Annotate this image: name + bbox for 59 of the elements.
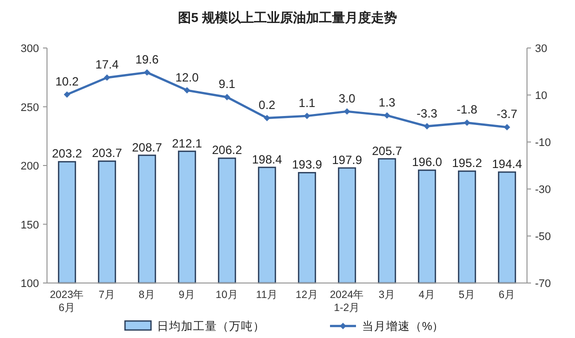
point <box>504 124 510 130</box>
y-tick-label: 150 <box>20 219 39 232</box>
y2-tick-label: -30 <box>535 184 551 196</box>
data-label: 194.4 <box>492 157 522 172</box>
x-tick-label: 5月 <box>458 289 476 301</box>
x-tick-label: 11月 <box>256 289 278 301</box>
data-label: 203.2 <box>52 146 82 161</box>
point <box>104 74 110 81</box>
data-label: 203.7 <box>92 146 122 160</box>
y2-tick-label: 10 <box>535 90 548 102</box>
x-tick-label: 7月 <box>98 289 116 301</box>
y-tick-label: 250 <box>20 102 39 114</box>
point <box>224 94 230 100</box>
data-label: 197.9 <box>332 152 362 167</box>
data-label: 205.7 <box>372 144 402 158</box>
data-label: 208.7 <box>132 140 162 154</box>
legend-label: 当月增速（%） <box>362 320 444 333</box>
data-label: 0.2 <box>258 98 276 112</box>
point <box>344 108 350 115</box>
data-label: 9.1 <box>218 77 236 92</box>
data-label: 193.9 <box>292 158 322 172</box>
data-label: -3.7 <box>496 107 518 122</box>
data-label: 17.4 <box>95 58 119 72</box>
point <box>264 114 270 122</box>
data-label: 206.2 <box>212 143 242 158</box>
x-tick-label: 2024年 1-2月 <box>330 289 364 314</box>
y2-tick-label: 30 <box>535 43 548 55</box>
data-label: 195.2 <box>452 156 482 170</box>
y-tick-label: 300 <box>20 43 39 55</box>
x-tick-label: 2023年 6月 <box>50 289 84 314</box>
data-label: 212.1 <box>172 136 202 150</box>
data-label: -3.3 <box>416 106 438 120</box>
data-label: 196.0 <box>412 155 442 170</box>
point <box>64 91 70 98</box>
x-tick-label: 6月 <box>498 289 516 301</box>
point <box>144 69 150 76</box>
y-tick-label: 100 <box>20 278 39 290</box>
x-tick-label: 12月 <box>296 289 318 301</box>
y2-tick-label: -50 <box>535 231 551 243</box>
data-label: 1.3 <box>378 95 396 110</box>
x-tick-label: 4月 <box>418 289 436 301</box>
point <box>384 112 390 119</box>
y-tick-label: 200 <box>20 160 39 172</box>
x-tick-label: 10月 <box>216 289 238 301</box>
chart-title: 图5 规模以上工业原油加工量月度走势 <box>178 10 397 25</box>
y2-tick-label: -10 <box>535 137 551 149</box>
x-tick-label: 9月 <box>178 289 196 301</box>
point <box>304 112 310 120</box>
data-label: 1.1 <box>298 96 316 110</box>
x-tick-label: 8月 <box>138 289 156 301</box>
y2-tick-label: -70 <box>535 278 551 290</box>
data-label: 198.4 <box>252 152 282 166</box>
data-label: 10.2 <box>55 74 79 89</box>
data-label: 19.6 <box>135 52 159 66</box>
data-label: 12.0 <box>175 70 199 84</box>
legend-label: 日均加工量（万吨） <box>157 320 265 333</box>
data-label: -1.8 <box>456 102 478 117</box>
x-tick-label: 3月 <box>378 289 396 301</box>
data-label: 3.0 <box>338 91 356 106</box>
